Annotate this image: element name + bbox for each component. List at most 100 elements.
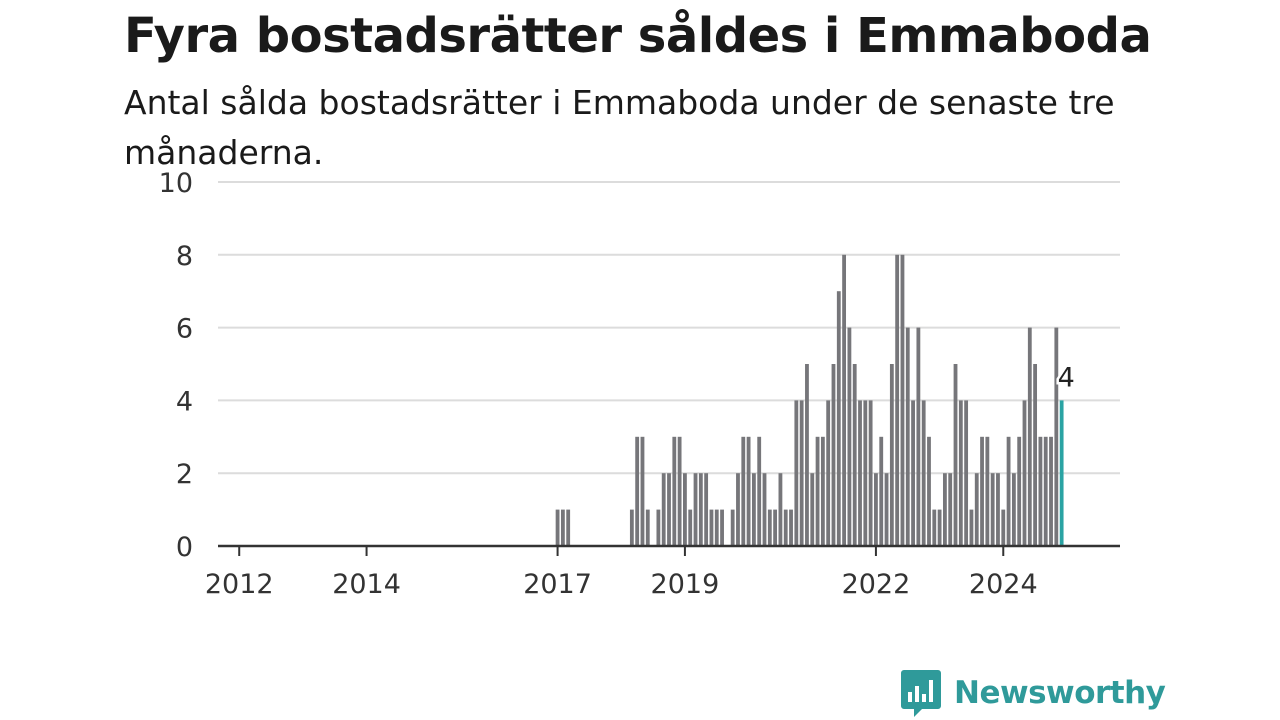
- bar: [751, 473, 756, 546]
- bar: [1054, 327, 1059, 546]
- bar: [736, 473, 740, 546]
- bar: [889, 364, 894, 546]
- bar: [974, 473, 979, 546]
- bar: [1011, 473, 1016, 546]
- bar: [683, 473, 687, 546]
- bar: [773, 509, 778, 546]
- bar: [720, 509, 724, 546]
- x-tick-label: 2022: [842, 569, 911, 600]
- bar: [704, 473, 709, 546]
- chart-subtitle: Antal sålda bostadsrätter i Emmaboda und…: [124, 83, 1115, 172]
- newsworthy-icon: [901, 670, 941, 717]
- bar: [789, 509, 793, 546]
- bar: [656, 509, 661, 546]
- bar: [555, 509, 560, 546]
- bar: [879, 436, 884, 546]
- bars: [555, 254, 1064, 547]
- bar: [688, 509, 693, 546]
- bar: [852, 364, 857, 546]
- bar: [1006, 436, 1011, 546]
- y-tick-label: 6: [176, 314, 193, 345]
- bar: [905, 327, 910, 546]
- bar: [799, 400, 804, 546]
- bar: [942, 473, 947, 546]
- bar: [1017, 436, 1022, 546]
- bar: [672, 436, 677, 546]
- bar: [815, 436, 820, 546]
- bar: [762, 473, 767, 546]
- bar: [858, 400, 862, 546]
- bar: [767, 509, 772, 546]
- chart-title: Fyra bostadsrätter såldes i Emmaboda: [124, 8, 1152, 64]
- bar: [836, 291, 841, 546]
- bar: [969, 509, 974, 546]
- bar: [783, 509, 788, 546]
- bar: [831, 364, 836, 546]
- bar: [741, 436, 746, 546]
- bar: [884, 473, 889, 546]
- bar: [730, 509, 735, 546]
- x-tick-label: 2019: [651, 569, 720, 600]
- bar: [1027, 327, 1032, 546]
- x-tick-label: 2024: [969, 569, 1038, 600]
- bar: [667, 473, 671, 546]
- bar: [1049, 436, 1053, 546]
- bar: [677, 436, 682, 546]
- bar: [1001, 509, 1006, 546]
- bar: [990, 473, 995, 546]
- bar: [937, 509, 942, 546]
- y-tick-label: 10: [159, 168, 193, 199]
- bar-highlight: [1059, 400, 1064, 546]
- bar: [895, 254, 900, 547]
- bar: [810, 473, 815, 546]
- bar: [932, 509, 937, 546]
- bar: [698, 473, 703, 546]
- bar: [842, 254, 847, 547]
- bar: [805, 364, 809, 546]
- bar: [1038, 436, 1043, 546]
- bar: [927, 436, 931, 546]
- bar: [953, 364, 958, 546]
- bar: [847, 327, 852, 546]
- bar: [996, 473, 1000, 546]
- bar: [1022, 400, 1027, 546]
- bar: [635, 436, 640, 546]
- data-label: 4: [1058, 362, 1075, 393]
- bar: [980, 436, 984, 546]
- bar: [661, 473, 666, 546]
- bar: [921, 400, 926, 546]
- bar: [820, 436, 825, 546]
- bar: [693, 473, 698, 546]
- bar: [868, 400, 873, 546]
- y-tick-label: 0: [176, 532, 193, 563]
- y-axis-labels: 0 2 4 6 8 10: [159, 168, 193, 563]
- bar: [863, 400, 868, 546]
- bar: [629, 509, 634, 546]
- bar: [778, 473, 783, 546]
- bar: [826, 400, 831, 546]
- bar: [964, 400, 969, 546]
- bar: [560, 509, 565, 546]
- bar: [640, 436, 645, 546]
- bar: [911, 400, 915, 546]
- bar: [1043, 436, 1048, 546]
- bar: [874, 473, 878, 546]
- x-tick-label: 2012: [205, 569, 274, 600]
- brand-name: Newsworthy: [954, 675, 1166, 711]
- data-labels: 4: [1055, 360, 1077, 396]
- y-tick-label: 4: [176, 386, 193, 417]
- bar: [709, 509, 714, 546]
- x-tick-label: 2014: [332, 569, 401, 600]
- bar: [794, 400, 799, 546]
- y-tick-label: 2: [176, 459, 193, 490]
- bar: [900, 254, 905, 547]
- bar: [958, 400, 963, 546]
- x-axis: 2012 2014 2017 2019 2022 2024: [205, 544, 1120, 600]
- bar: [1033, 364, 1038, 546]
- bar: [714, 509, 719, 546]
- y-tick-label: 8: [176, 241, 193, 272]
- bar: [916, 327, 921, 546]
- bar: [985, 436, 990, 546]
- bar: [566, 509, 571, 546]
